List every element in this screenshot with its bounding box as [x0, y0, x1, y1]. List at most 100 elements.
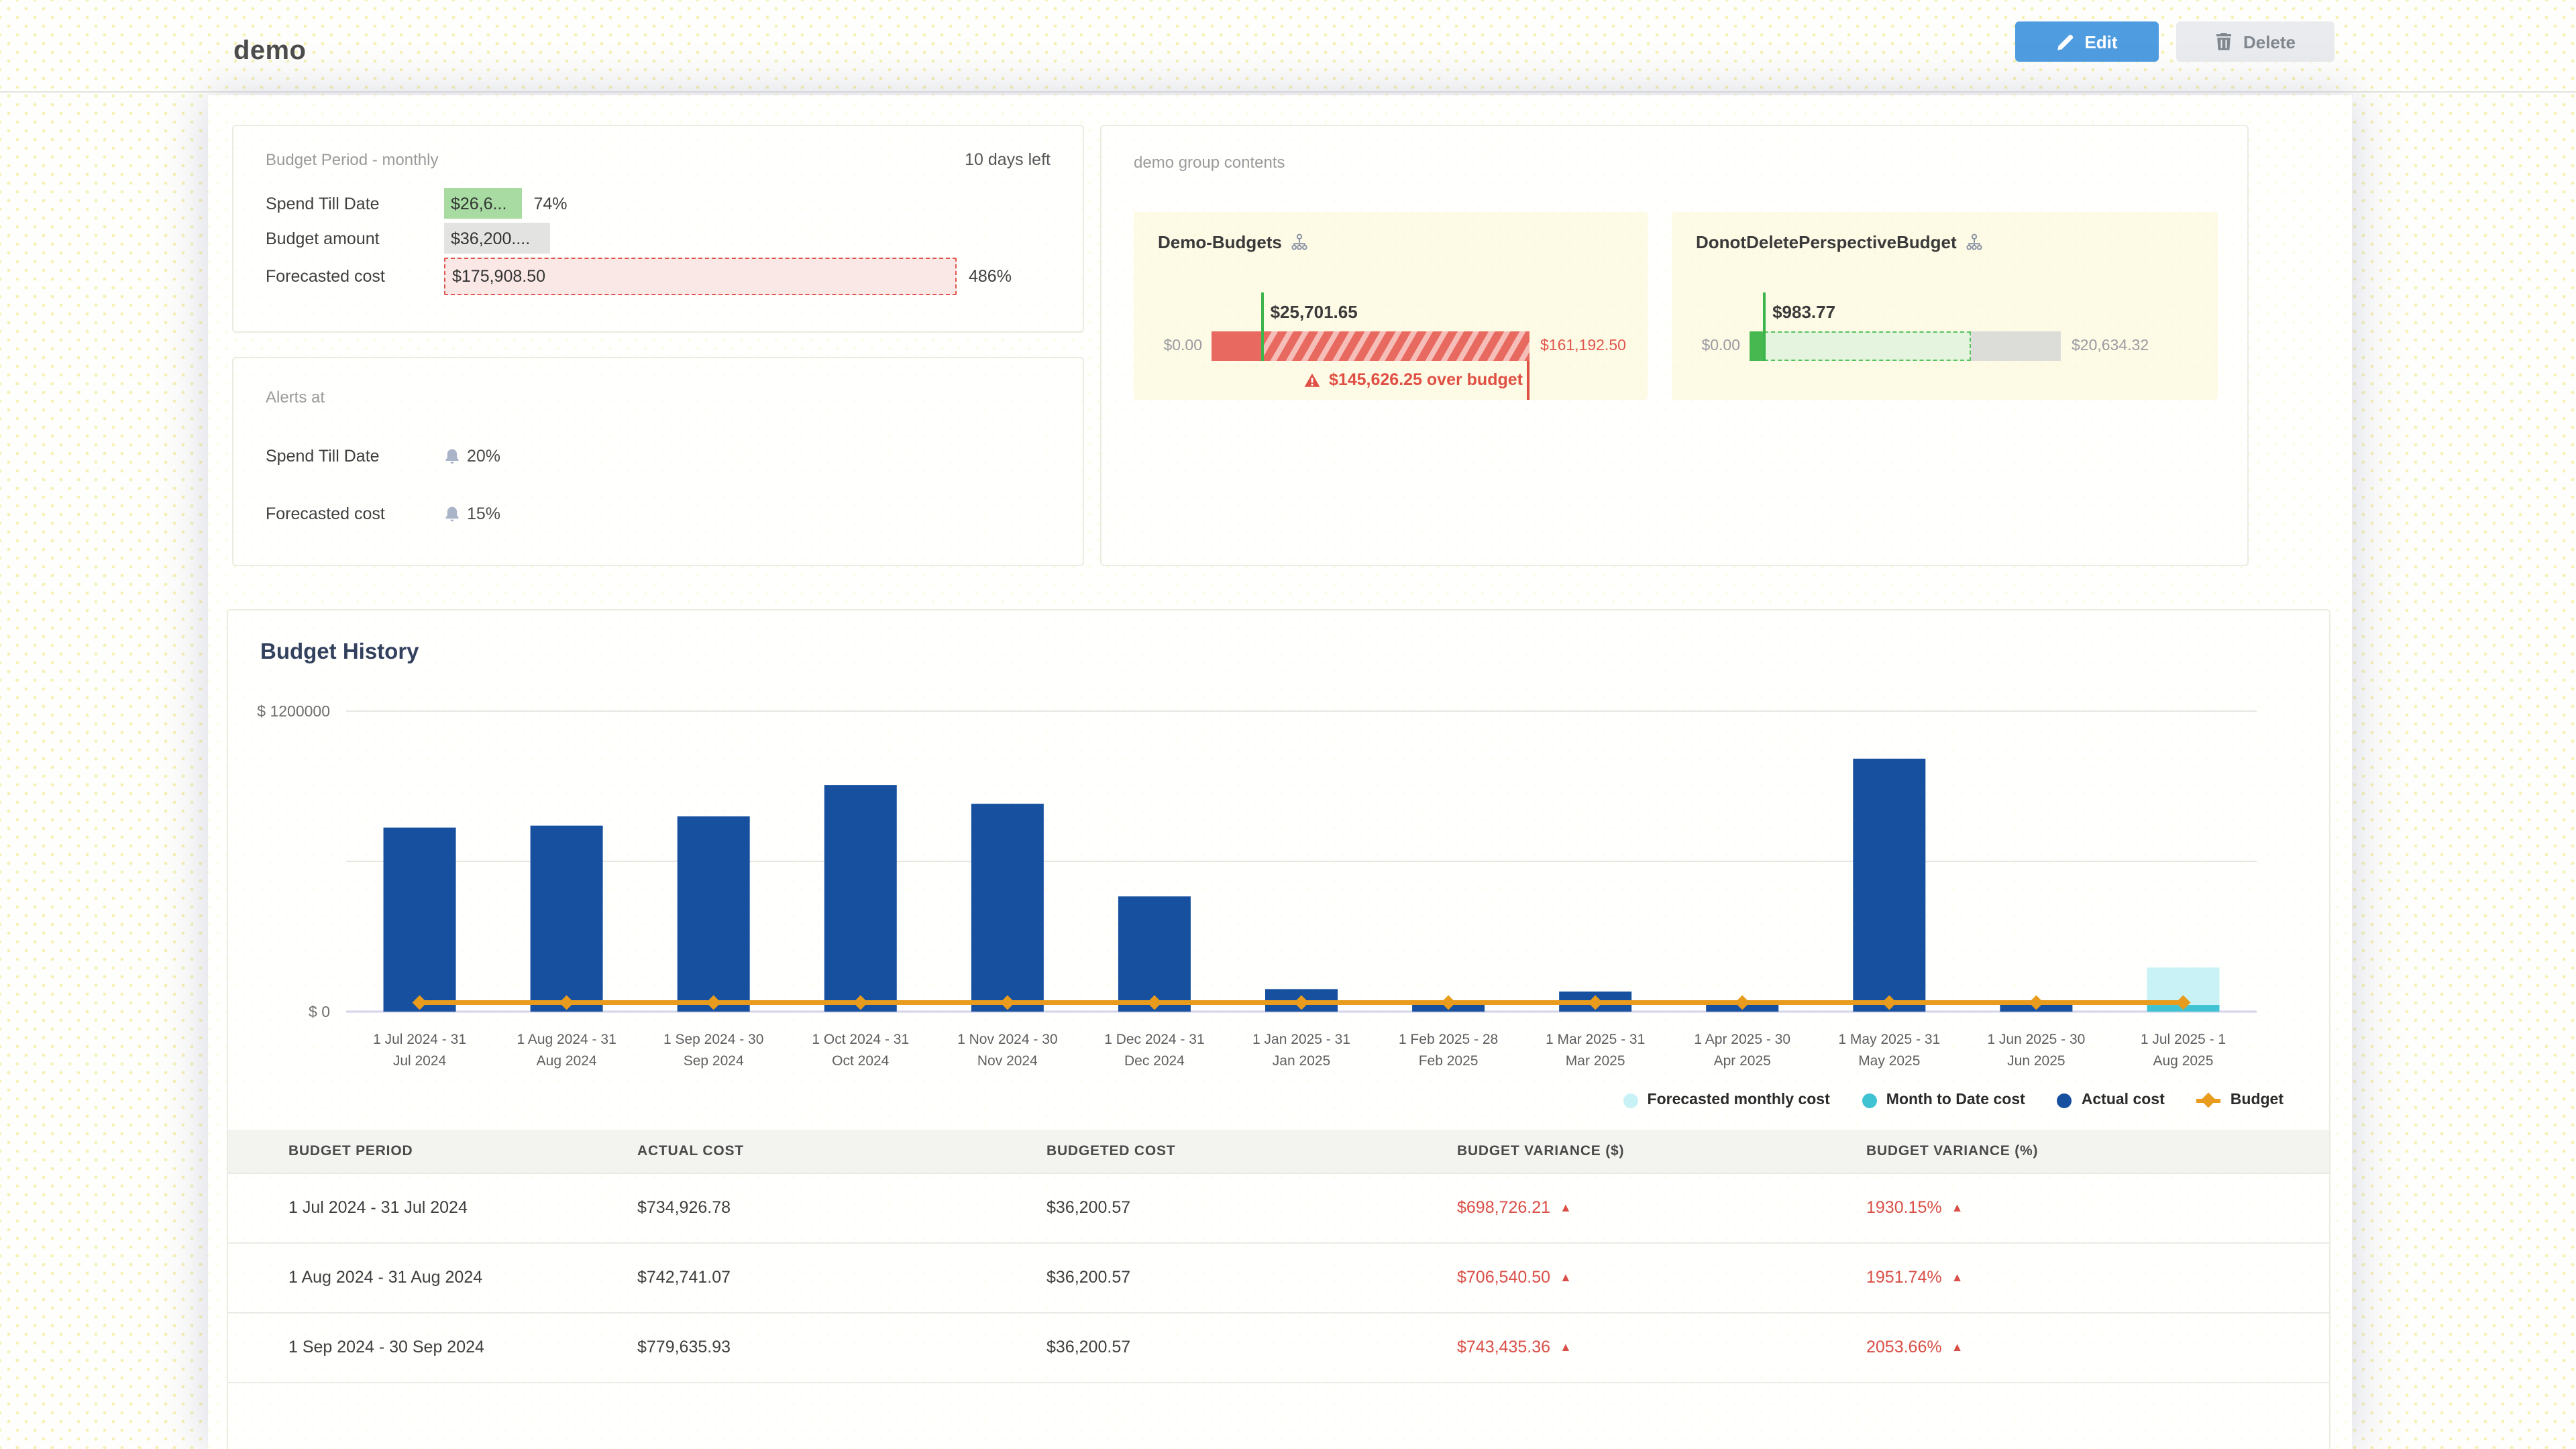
legend-item-forecasted[interactable]: Forecasted monthly cost: [1623, 1092, 1830, 1108]
trend-up-icon: ▲: [1560, 1340, 1572, 1354]
svg-text:$ 0: $ 0: [309, 1003, 330, 1020]
budget-item-min: $0.00: [1163, 338, 1202, 354]
legend-forecasted-swatch: [1623, 1093, 1638, 1108]
legend-actual-label: Actual cost: [2081, 1092, 2165, 1108]
budget-item-max: $161,192.50: [1540, 338, 1626, 354]
hierarchy-icon: [1966, 233, 1984, 250]
budget-marker-label: $25,701.65: [1270, 302, 1358, 322]
budget-period-card: Budget Period - monthly 10 days left Spe…: [232, 125, 1084, 333]
bell-icon: [444, 505, 460, 523]
main-panel: Budget Period - monthly 10 days left Spe…: [208, 95, 2352, 1449]
budget-item-bar: $25,701.65 $145,626.25 over budget: [1212, 292, 1529, 400]
alerts-card: Alerts at Spend Till Date 20% Forecasted…: [232, 357, 1084, 566]
col-budget-variance-pct: BUDGET VARIANCE (%): [1866, 1130, 2329, 1173]
legend-mtd-swatch: [1862, 1093, 1877, 1108]
alert-spend-label: Spend Till Date: [266, 447, 380, 466]
chart-legend: Forecasted monthly cost Month to Date co…: [228, 1092, 2329, 1108]
cell-variance-pct: 1951.74% ▲: [1866, 1242, 2329, 1312]
cell-actual: $742,741.07: [637, 1242, 1046, 1312]
legend-mtd-label: Month to Date cost: [1886, 1092, 2025, 1108]
pencil-icon: [2056, 33, 2074, 50]
col-actual-cost: ACTUAL COST: [637, 1130, 1046, 1173]
page-title: demo: [233, 36, 307, 66]
budget-history-title: Budget History: [260, 640, 419, 664]
legend-item-mtd[interactable]: Month to Date cost: [1862, 1092, 2025, 1108]
cell-variance: $743,435.36 ▲: [1457, 1311, 1866, 1382]
budget-item-max: $20,634.32: [2072, 338, 2149, 354]
forecasted-cost-label: Forecasted cost: [266, 267, 385, 286]
alert-row-spend: Spend Till Date 20%: [266, 439, 1051, 474]
budget-history-card: Budget History $ 1200000 $ 0 1 Jul 2024 - …: [227, 609, 2330, 1449]
table-header-row: BUDGET PERIOD ACTUAL COST BUDGETED COST …: [228, 1130, 2329, 1173]
edit-button-label: Edit: [2084, 32, 2118, 52]
col-budget-period: BUDGET PERIOD: [228, 1130, 637, 1173]
hierarchy-icon: [1291, 233, 1309, 250]
legend-budget-label: Budget: [2230, 1092, 2284, 1108]
cell-variance: $698,726.21 ▲: [1457, 1172, 1866, 1242]
legend-item-budget[interactable]: Budget: [2196, 1092, 2284, 1108]
header-divider: [0, 91, 2576, 93]
spend-till-date-row: Spend Till Date $26,6... 74%: [266, 188, 1051, 219]
spend-till-date-percent: 74%: [533, 194, 568, 213]
budget-marker: [1260, 292, 1264, 361]
trend-up-icon: ▲: [1560, 1201, 1572, 1214]
alerts-card-title: Alerts at: [266, 388, 325, 407]
spend-till-date-chip: $26,6...: [444, 188, 522, 219]
spent-segment: [1750, 331, 1765, 361]
edit-button[interactable]: Edit: [2015, 21, 2159, 62]
legend-item-actual[interactable]: Actual cost: [2057, 1092, 2165, 1108]
trash-icon: [2215, 32, 2233, 51]
table-row: 1 Jul 2024 - 31 Jul 2024 $734,926.78 $36…: [228, 1172, 2329, 1242]
cell-period: 1 Sep 2024 - 30 Sep 2024: [228, 1311, 637, 1382]
delete-button-label: Delete: [2243, 32, 2296, 52]
col-budget-variance-usd: BUDGET VARIANCE ($): [1457, 1130, 1866, 1173]
budget-item-name: Demo-Budgets: [1158, 231, 1282, 252]
budget-item-name: DonotDeletePerspectiveBudget: [1696, 231, 1957, 252]
budget-item-demo-budgets[interactable]: Demo-Budgets $0.00 $25,701.65: [1134, 212, 1648, 400]
budget-item-donotdelete[interactable]: DonotDeletePerspectiveBudget $0.00: [1672, 212, 2218, 400]
forecasted-cost-percent: 486%: [969, 267, 1012, 286]
delete-button[interactable]: Delete: [2176, 21, 2334, 62]
table-row: 1 Aug 2024 - 31 Aug 2024 $742,741.07 $36…: [228, 1242, 2329, 1312]
legend-forecasted-label: Forecasted monthly cost: [1647, 1092, 1830, 1108]
budget-amount-label: Budget amount: [266, 229, 380, 248]
budget-period-card-title: Budget Period - monthly: [266, 150, 439, 169]
col-budgeted-cost: BUDGETED COST: [1046, 1130, 1457, 1173]
table-row-partial: [228, 1381, 2329, 1449]
budget-amount-chip: $36,200....: [444, 223, 550, 254]
spent-within-budget-segment: [1212, 331, 1263, 361]
budget-marker: [1763, 292, 1766, 361]
cell-budgeted: $36,200.57: [1046, 1242, 1457, 1312]
budget-item-min: $0.00: [1701, 338, 1740, 354]
alert-spend-value: 20%: [467, 447, 501, 466]
cell-variance-pct: 2053.66% ▲: [1866, 1311, 2329, 1382]
page-header: demo Edit Delete: [0, 0, 2576, 91]
alert-forecast-value: 15%: [467, 504, 501, 523]
cell-period: 1 Jul 2024 - 31 Jul 2024: [228, 1172, 637, 1242]
over-budget-segment: [1262, 331, 1529, 361]
trend-up-icon: ▲: [1560, 1271, 1572, 1284]
legend-actual-swatch: [2057, 1093, 2072, 1108]
forecasted-cost-row: Forecasted cost $175,908.50 486%: [266, 258, 1051, 295]
bell-icon: [444, 447, 460, 465]
trend-up-icon: ▲: [1951, 1271, 1964, 1284]
cell-variance-pct: 1930.15% ▲: [1866, 1172, 2329, 1242]
group-contents-card: demo group contents Demo-Budgets $0.00: [1100, 125, 2249, 566]
cell-period: 1 Aug 2024 - 31 Aug 2024: [228, 1242, 637, 1312]
budget-history-chart: $ 1200000 $ 0 1 Jul 2024 - 31 Jul 2024 1 Aug…: [257, 702, 2257, 1069]
cell-budgeted: $36,200.57: [1046, 1311, 1457, 1382]
alert-forecast-label: Forecasted cost: [266, 504, 385, 523]
budget-item-bar: $983.77: [1750, 292, 2061, 361]
over-budget-alert-text: $145,626.25 over budget: [1328, 370, 1523, 389]
